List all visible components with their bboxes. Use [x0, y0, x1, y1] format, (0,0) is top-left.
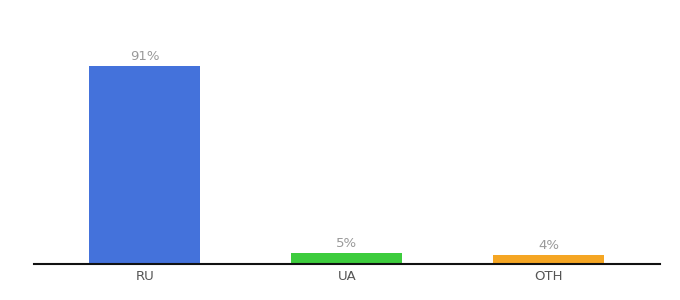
Text: 5%: 5% — [336, 237, 358, 250]
Bar — [493, 255, 604, 264]
Text: 4%: 4% — [538, 239, 559, 252]
Bar — [90, 66, 201, 264]
Text: 91%: 91% — [131, 50, 160, 63]
Bar — [291, 253, 403, 264]
